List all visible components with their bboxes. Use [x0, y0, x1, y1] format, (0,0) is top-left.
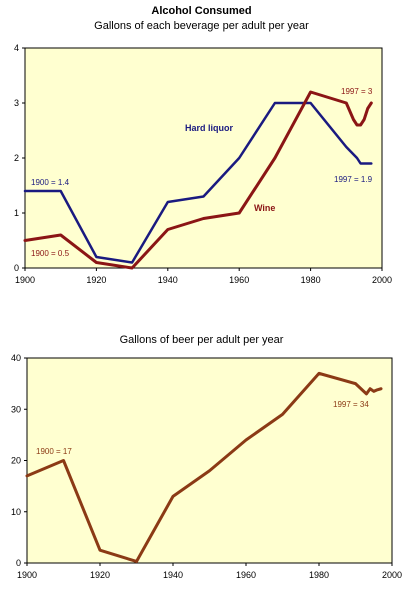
beer-x-tick-label: 1940 [163, 570, 183, 580]
spirits-x-tick-label: 2000 [372, 275, 392, 285]
beer-annotation: 1900 = 17 [36, 447, 72, 456]
beer-plot-area [26, 357, 393, 564]
beer-y-tick-label: 10 [11, 507, 21, 517]
beer-x-tick-label: 1960 [236, 570, 256, 580]
spirits-annotation: 1900 = 1.4 [31, 178, 70, 187]
beer-y-tick-label: 20 [11, 456, 21, 466]
spirits-x-tick-label: 1960 [229, 275, 249, 285]
spirits-chart-subtitle: Gallons of each beverage per adult per y… [94, 20, 309, 32]
page-title: Alcohol Consumed [151, 5, 252, 17]
beer-chart-title: Gallons of beer per adult per year [119, 334, 284, 346]
beer-y-tick-label: 0 [16, 558, 21, 568]
spirits-y-tick-label: 1 [14, 208, 19, 218]
spirits-plot-area [24, 47, 383, 269]
spirits-annotation: 1900 = 0.5 [31, 249, 70, 258]
spirits-y-tick-label: 4 [14, 43, 19, 53]
spirits-x-tick-label: 1900 [15, 275, 35, 285]
spirits-annotation: 1997 = 1.9 [334, 175, 373, 184]
spirits-x-tick-label: 1920 [86, 275, 106, 285]
spirits-annotation: 1997 = 3 [341, 87, 373, 96]
beer-x-tick-label: 2000 [382, 570, 402, 580]
beer-beer-line [25, 371, 383, 563]
spirits-y-tick-label: 3 [14, 98, 19, 108]
spirits-wine-line [23, 90, 373, 270]
beer-y-tick-label: 40 [11, 353, 21, 363]
beer-x-tick-label: 1980 [309, 570, 329, 580]
spirits-x-tick-label: 1980 [301, 275, 321, 285]
spirits-y-tick-label: 0 [14, 263, 19, 273]
spirits-hard-liquor-line [23, 101, 373, 264]
beer-annotation: 1997 = 34 [333, 400, 369, 409]
spirits-hard-liquor-label: Hard liquor [185, 123, 233, 133]
beer-x-tick-label: 1920 [90, 570, 110, 580]
beer-x-tick-label: 1900 [17, 570, 37, 580]
beer-y-tick-label: 30 [11, 404, 21, 414]
spirits-wine-label: Wine [254, 203, 275, 213]
spirits-x-tick-label: 1940 [158, 275, 178, 285]
spirits-y-tick-label: 2 [14, 153, 19, 163]
